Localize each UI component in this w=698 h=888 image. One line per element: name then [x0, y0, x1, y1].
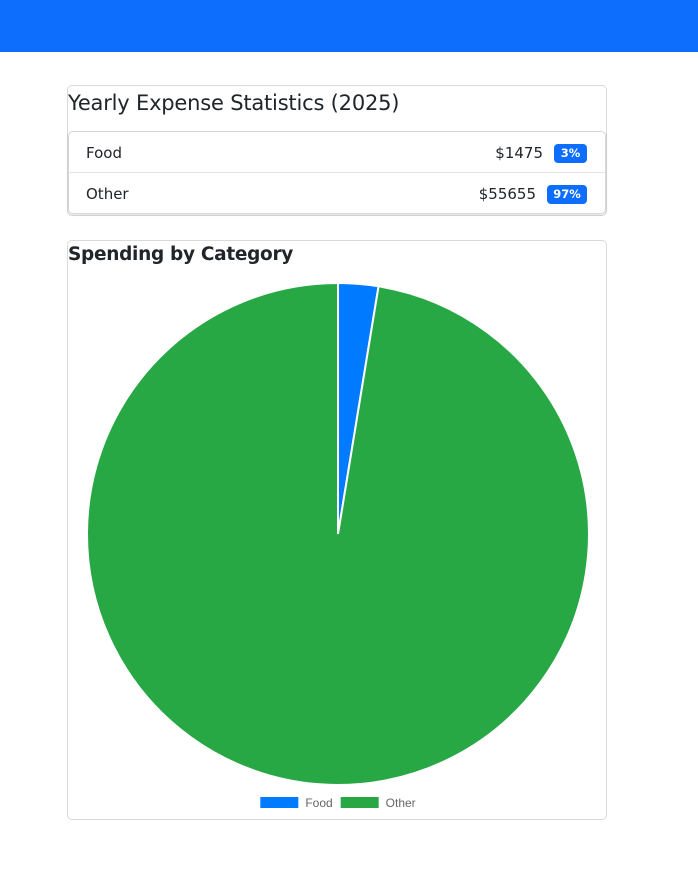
category-amount: $55655	[478, 185, 536, 203]
legend-swatch	[340, 797, 379, 808]
list-item-food: Food $1475 3%	[69, 132, 605, 173]
category-label: Other	[86, 185, 129, 203]
top-navbar	[0, 0, 698, 52]
pie-chart: Food Other	[86, 281, 590, 810]
spending-chart-card: Spending by Category Food Other	[67, 240, 607, 820]
legend-item-food[interactable]: Food	[260, 796, 333, 810]
chart-title: Spending by Category	[68, 244, 294, 265]
pie-slice-other[interactable]	[86, 281, 590, 786]
legend-swatch	[260, 797, 299, 808]
category-list: Food $1475 3% Other $55655 97%	[68, 131, 606, 214]
legend-label: Other	[386, 796, 416, 810]
legend-label: Food	[305, 796, 332, 810]
legend-item-other[interactable]: Other	[340, 796, 416, 810]
percent-badge: 97%	[547, 185, 587, 204]
yearly-stats-card: Yearly Expense Statistics (2025) Food $1…	[67, 85, 607, 216]
list-item-other: Other $55655 97%	[69, 173, 605, 214]
category-label: Food	[86, 144, 122, 162]
percent-badge: 3%	[554, 144, 587, 163]
stats-title: Yearly Expense Statistics (2025)	[68, 91, 400, 115]
category-amount: $1475	[495, 144, 543, 162]
